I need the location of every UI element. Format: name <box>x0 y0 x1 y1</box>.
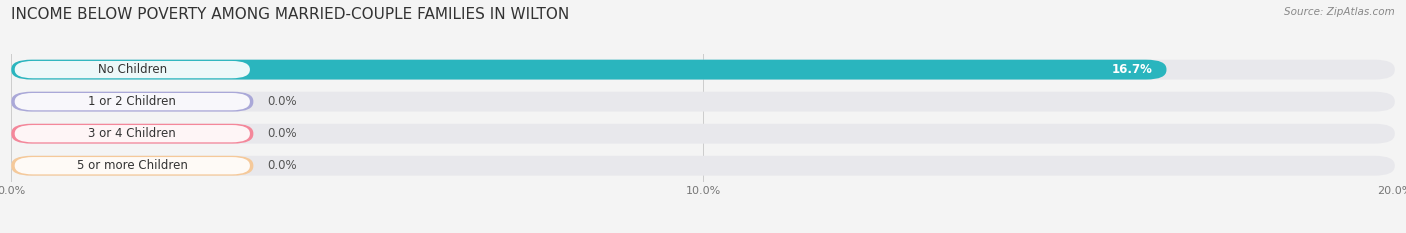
FancyBboxPatch shape <box>11 156 1395 176</box>
FancyBboxPatch shape <box>11 124 1395 144</box>
FancyBboxPatch shape <box>11 156 253 176</box>
Text: 0.0%: 0.0% <box>267 95 297 108</box>
FancyBboxPatch shape <box>14 93 250 110</box>
Text: INCOME BELOW POVERTY AMONG MARRIED-COUPLE FAMILIES IN WILTON: INCOME BELOW POVERTY AMONG MARRIED-COUPL… <box>11 7 569 22</box>
FancyBboxPatch shape <box>14 157 250 174</box>
Text: 16.7%: 16.7% <box>1112 63 1153 76</box>
Text: 1 or 2 Children: 1 or 2 Children <box>89 95 176 108</box>
FancyBboxPatch shape <box>11 60 1395 79</box>
Text: 3 or 4 Children: 3 or 4 Children <box>89 127 176 140</box>
Text: No Children: No Children <box>98 63 167 76</box>
FancyBboxPatch shape <box>11 92 253 112</box>
FancyBboxPatch shape <box>11 124 253 144</box>
Text: 0.0%: 0.0% <box>267 159 297 172</box>
Text: Source: ZipAtlas.com: Source: ZipAtlas.com <box>1284 7 1395 17</box>
FancyBboxPatch shape <box>11 92 1395 112</box>
Text: 5 or more Children: 5 or more Children <box>77 159 188 172</box>
FancyBboxPatch shape <box>11 60 1167 79</box>
FancyBboxPatch shape <box>14 61 250 78</box>
Text: 0.0%: 0.0% <box>267 127 297 140</box>
FancyBboxPatch shape <box>14 125 250 142</box>
